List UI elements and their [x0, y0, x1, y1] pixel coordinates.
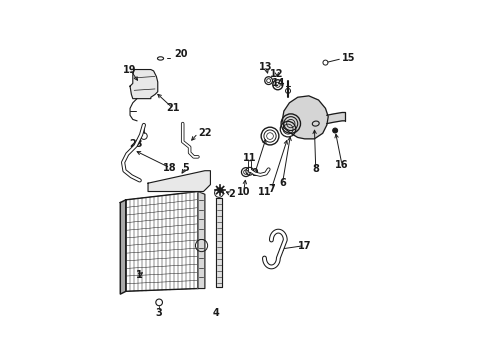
Polygon shape — [198, 192, 204, 288]
Polygon shape — [125, 192, 198, 291]
Text: 6: 6 — [279, 178, 285, 188]
Text: 12: 12 — [270, 69, 283, 79]
Text: 16: 16 — [335, 160, 348, 170]
Text: 11: 11 — [257, 186, 271, 197]
Text: 2: 2 — [227, 189, 234, 199]
Text: 7: 7 — [267, 184, 274, 194]
Text: 10: 10 — [237, 186, 250, 197]
Circle shape — [332, 128, 337, 133]
Text: 19: 19 — [123, 64, 137, 75]
Text: 9: 9 — [251, 168, 258, 179]
Text: 22: 22 — [198, 128, 211, 138]
Text: 21: 21 — [166, 103, 180, 113]
Text: 1: 1 — [136, 270, 143, 280]
Text: 20: 20 — [174, 49, 187, 59]
Text: 13: 13 — [259, 62, 272, 72]
Text: 17: 17 — [297, 240, 311, 251]
Polygon shape — [326, 112, 344, 123]
Text: 11: 11 — [243, 153, 256, 163]
Polygon shape — [216, 198, 222, 287]
Text: 14: 14 — [271, 78, 285, 89]
Circle shape — [218, 188, 222, 192]
Text: 4: 4 — [212, 309, 219, 319]
Polygon shape — [148, 171, 210, 192]
Text: 23: 23 — [128, 139, 142, 149]
Text: 5: 5 — [182, 163, 188, 173]
Text: 15: 15 — [342, 53, 355, 63]
Text: 18: 18 — [163, 163, 177, 173]
Polygon shape — [130, 69, 158, 99]
Text: 8: 8 — [312, 164, 319, 174]
Polygon shape — [282, 96, 327, 139]
Text: 3: 3 — [156, 308, 162, 318]
Polygon shape — [120, 200, 125, 294]
